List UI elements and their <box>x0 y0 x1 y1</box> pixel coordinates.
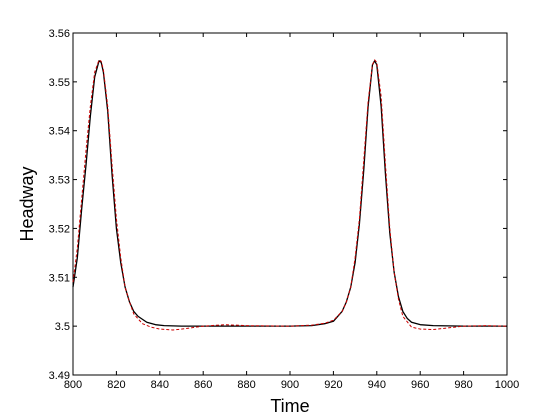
x-axis-label: Time <box>270 396 309 416</box>
x-tick-label: 880 <box>237 379 255 391</box>
y-tick-label: 3.53 <box>49 175 70 187</box>
x-tick-label: 980 <box>454 379 472 391</box>
x-tick-label: 1000 <box>495 379 519 391</box>
x-tick-label: 900 <box>281 379 299 391</box>
y-tick-label: 3.55 <box>49 77 70 89</box>
series-lines <box>72 59 508 331</box>
series-line-dashed <box>72 59 508 331</box>
plot-area <box>72 32 508 376</box>
y-tick-label: 3.52 <box>49 223 70 235</box>
x-tick-label: 840 <box>151 379 169 391</box>
y-tick-label: 3.51 <box>49 272 70 284</box>
x-tick-label: 800 <box>64 379 82 391</box>
x-tick-label: 860 <box>194 379 212 391</box>
y-tick-label: 3.5 <box>55 321 70 333</box>
x-tick-label: 940 <box>368 379 386 391</box>
x-tick-label: 920 <box>324 379 342 391</box>
x-tick-label: 960 <box>411 379 429 391</box>
axis-ticks: 800 820 840 860 880 900 920 940 960 980 1000 3.49 3.… <box>49 28 520 391</box>
y-tick-label: 3.54 <box>49 126 70 138</box>
y-tick-label: 3.56 <box>49 28 70 40</box>
y-axis-label: Headway <box>17 166 37 241</box>
y-tick-label: 3.49 <box>49 370 70 382</box>
x-tick-label: 820 <box>107 379 125 391</box>
